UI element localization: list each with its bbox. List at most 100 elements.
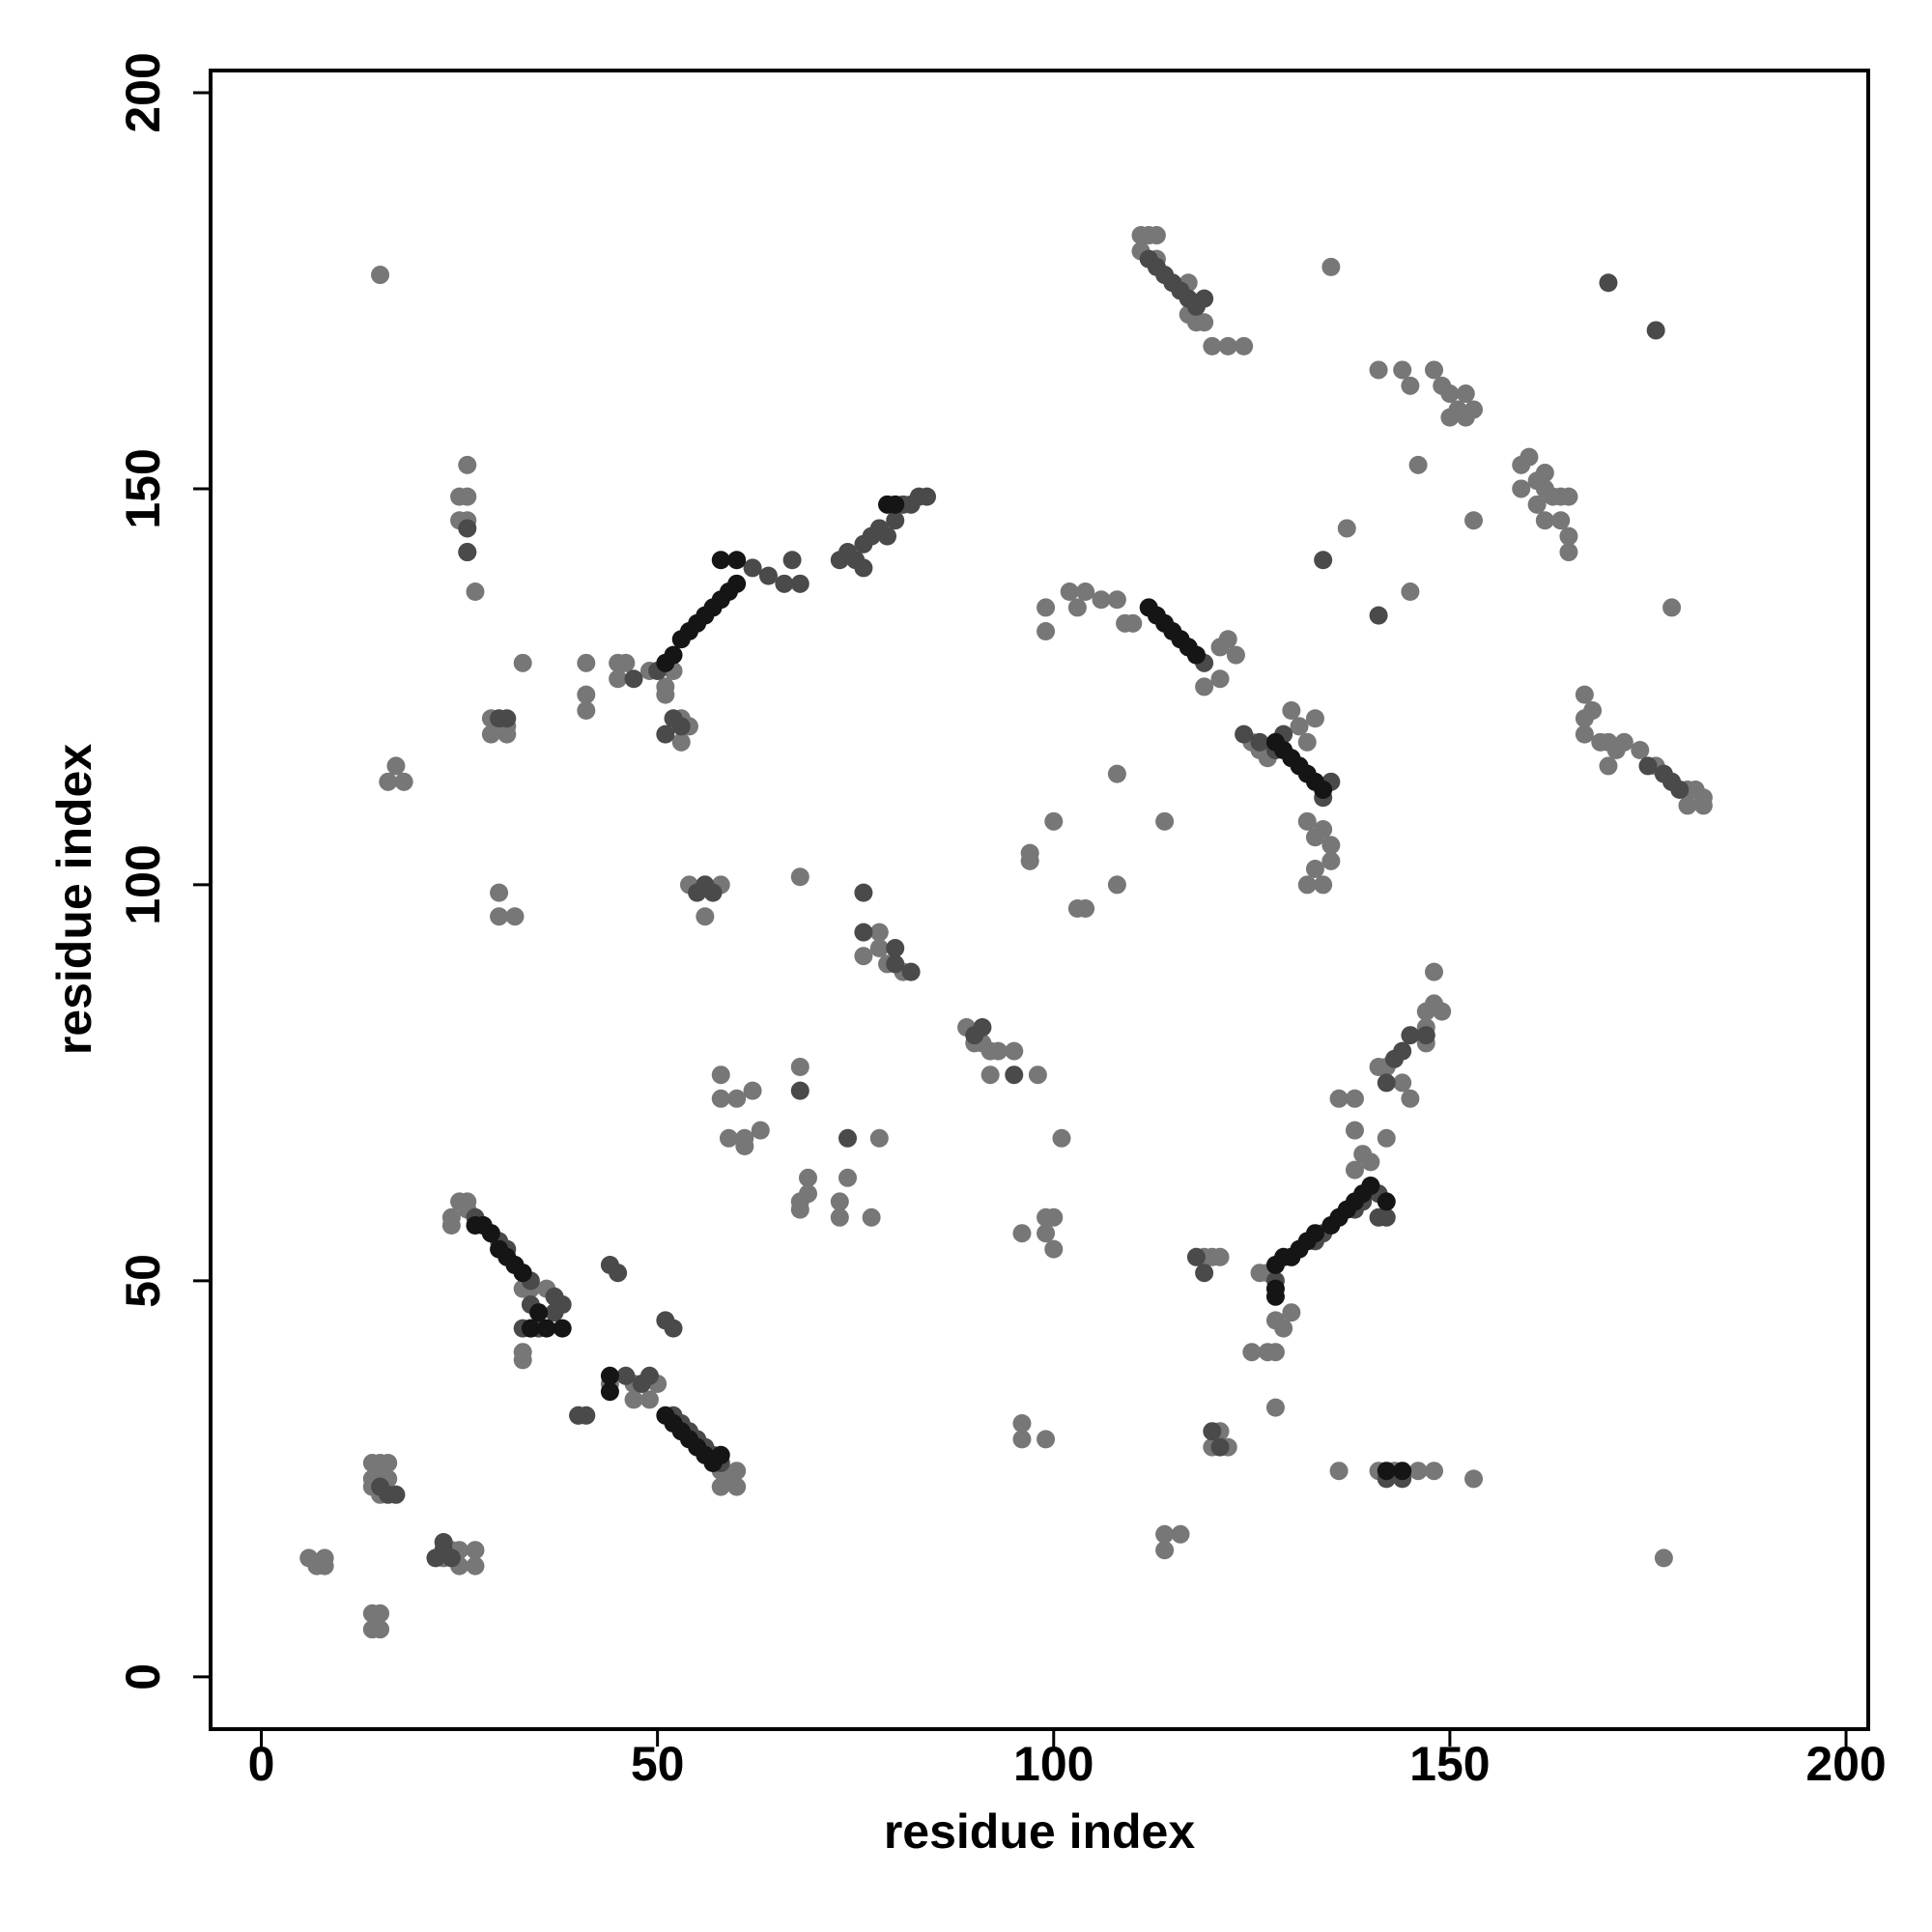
point bbox=[441, 1548, 461, 1568]
point bbox=[1274, 1319, 1293, 1338]
point bbox=[1599, 756, 1618, 776]
point bbox=[1361, 1177, 1380, 1196]
point bbox=[1305, 709, 1324, 728]
point bbox=[1401, 1026, 1420, 1045]
point bbox=[790, 867, 810, 887]
point bbox=[1464, 1469, 1484, 1489]
point bbox=[1305, 1224, 1324, 1243]
point bbox=[490, 883, 509, 902]
point bbox=[1203, 1422, 1222, 1441]
point bbox=[711, 1089, 730, 1108]
x-tick-label: 50 bbox=[631, 1737, 685, 1791]
point bbox=[743, 558, 762, 578]
point bbox=[497, 709, 517, 728]
point bbox=[1155, 1524, 1175, 1544]
point bbox=[727, 551, 747, 570]
y-tick-label: 0 bbox=[116, 1663, 170, 1690]
point bbox=[1583, 701, 1603, 721]
point bbox=[688, 883, 707, 902]
point bbox=[1044, 1239, 1064, 1259]
point bbox=[854, 923, 873, 942]
point bbox=[1210, 1247, 1230, 1266]
point bbox=[1290, 717, 1309, 736]
point bbox=[1321, 836, 1341, 855]
point bbox=[1377, 1073, 1396, 1093]
point bbox=[1297, 811, 1317, 831]
point bbox=[466, 582, 485, 602]
point bbox=[711, 1065, 730, 1085]
point bbox=[1440, 384, 1460, 404]
point bbox=[1005, 1041, 1024, 1061]
point bbox=[497, 724, 517, 744]
point bbox=[719, 1469, 738, 1489]
point bbox=[553, 1319, 572, 1338]
point bbox=[1020, 851, 1039, 870]
point bbox=[758, 566, 778, 585]
point bbox=[988, 1041, 1008, 1061]
point bbox=[1512, 479, 1531, 498]
point bbox=[775, 574, 794, 593]
point bbox=[1155, 811, 1175, 831]
point bbox=[1408, 455, 1428, 474]
point bbox=[671, 732, 691, 752]
point bbox=[719, 1128, 738, 1148]
point bbox=[639, 1366, 659, 1385]
point bbox=[371, 1620, 390, 1639]
point bbox=[1186, 1247, 1206, 1266]
point bbox=[1456, 408, 1475, 427]
point bbox=[1614, 732, 1634, 752]
point bbox=[1456, 384, 1475, 404]
y-axis-title: residue index bbox=[47, 744, 101, 1056]
point bbox=[1631, 741, 1650, 760]
point bbox=[513, 1264, 532, 1283]
point bbox=[1345, 1160, 1364, 1179]
point bbox=[1401, 1089, 1420, 1108]
plot-area bbox=[299, 226, 1713, 1639]
point bbox=[1107, 875, 1126, 895]
point bbox=[600, 1366, 619, 1385]
point bbox=[869, 939, 889, 958]
point bbox=[1265, 1343, 1285, 1362]
point bbox=[751, 1121, 770, 1140]
point bbox=[790, 1058, 810, 1077]
point bbox=[1195, 289, 1214, 308]
point bbox=[1203, 336, 1222, 355]
point bbox=[830, 1192, 849, 1211]
point bbox=[616, 653, 636, 672]
point bbox=[869, 923, 889, 942]
point bbox=[1155, 1541, 1175, 1560]
point bbox=[1393, 1462, 1412, 1481]
point bbox=[854, 947, 873, 966]
point bbox=[379, 1453, 398, 1472]
point bbox=[1408, 1462, 1428, 1481]
point bbox=[790, 574, 810, 593]
point bbox=[609, 669, 628, 689]
point bbox=[379, 772, 398, 791]
point bbox=[1210, 638, 1230, 657]
point bbox=[1305, 860, 1324, 879]
point bbox=[1424, 360, 1443, 380]
point bbox=[1250, 732, 1269, 752]
point bbox=[838, 1128, 857, 1148]
point bbox=[490, 907, 509, 926]
point bbox=[1092, 590, 1111, 610]
point bbox=[901, 962, 921, 981]
point bbox=[624, 669, 643, 689]
x-tick-label: 0 bbox=[248, 1737, 275, 1791]
point bbox=[1345, 1089, 1364, 1108]
point bbox=[600, 1382, 619, 1402]
point bbox=[1377, 1462, 1396, 1481]
point bbox=[1670, 781, 1690, 800]
point bbox=[1575, 724, 1594, 744]
point bbox=[1171, 1524, 1190, 1544]
point bbox=[1044, 811, 1064, 831]
point bbox=[1559, 487, 1578, 506]
point bbox=[886, 954, 905, 974]
point bbox=[1321, 851, 1341, 870]
point bbox=[1044, 1208, 1064, 1227]
point bbox=[1235, 336, 1254, 355]
point bbox=[1662, 598, 1682, 617]
point bbox=[703, 883, 723, 902]
point bbox=[1433, 1002, 1452, 1021]
